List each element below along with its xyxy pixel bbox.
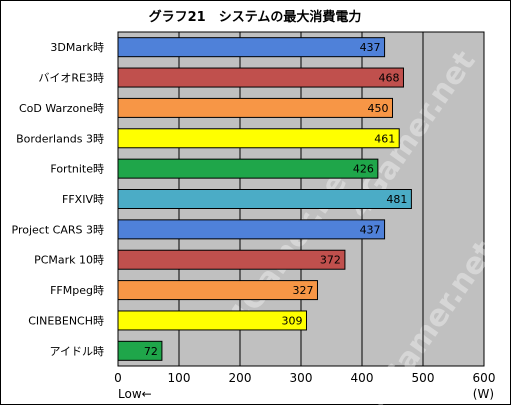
bar bbox=[117, 219, 386, 240]
bar-value-label: 437 bbox=[360, 223, 381, 236]
x-tick-label: 200 bbox=[229, 371, 252, 385]
bar-value-label: 437 bbox=[360, 41, 381, 54]
x-axis-unit-label: (W) bbox=[473, 387, 494, 401]
category-label: CoD Warzone時 bbox=[19, 102, 104, 115]
category-label: Borderlands 3時 bbox=[16, 132, 104, 145]
x-axis-low-label: Low← bbox=[118, 387, 152, 401]
category-label: 3DMark時 bbox=[50, 41, 104, 54]
bar bbox=[117, 128, 400, 149]
bar-value-label: 372 bbox=[320, 254, 341, 267]
bar-value-label: 327 bbox=[292, 284, 313, 297]
category-label: FFXIV時 bbox=[62, 193, 104, 206]
category-label: アイドル時 bbox=[50, 345, 104, 358]
bar bbox=[117, 249, 346, 270]
x-tick-label: 100 bbox=[168, 371, 191, 385]
x-tick-label: 0 bbox=[114, 371, 122, 385]
x-tick-label: 500 bbox=[412, 371, 435, 385]
bar bbox=[117, 158, 379, 179]
bar-value-label: 450 bbox=[368, 102, 389, 115]
bar-value-label: 461 bbox=[374, 132, 395, 145]
bar bbox=[117, 280, 318, 301]
bar bbox=[117, 37, 386, 58]
x-tick-label: 300 bbox=[290, 371, 313, 385]
x-tick-label: 600 bbox=[473, 371, 496, 385]
bars: 437 468 450 461 426 481 437 372 327 309 72 bbox=[117, 37, 412, 361]
category-label: Fortnite時 bbox=[50, 163, 104, 176]
bar bbox=[117, 97, 393, 118]
x-tick-label: 400 bbox=[351, 371, 374, 385]
bar bbox=[117, 67, 404, 88]
bar-value-label: 468 bbox=[378, 72, 399, 85]
bar bbox=[117, 310, 307, 331]
bar-value-label: 481 bbox=[386, 193, 407, 206]
bar-value-label: 72 bbox=[144, 345, 158, 358]
bar bbox=[117, 340, 163, 361]
category-label: CINEBENCH時 bbox=[28, 314, 104, 327]
category-label: PCMark 10時 bbox=[34, 254, 104, 267]
x-tick-labels: 0 100 200 300 400 500 600 bbox=[114, 371, 495, 385]
chart-title: グラフ21 システムの最大消費電力 bbox=[149, 9, 362, 25]
bar-value-label: 426 bbox=[353, 163, 374, 176]
bar bbox=[117, 189, 412, 209]
category-label: Project CARS 3時 bbox=[12, 223, 104, 236]
category-label: バイオRE3時 bbox=[38, 72, 104, 85]
bar-value-label: 309 bbox=[281, 314, 302, 327]
category-label: FFMpeg時 bbox=[50, 284, 104, 297]
